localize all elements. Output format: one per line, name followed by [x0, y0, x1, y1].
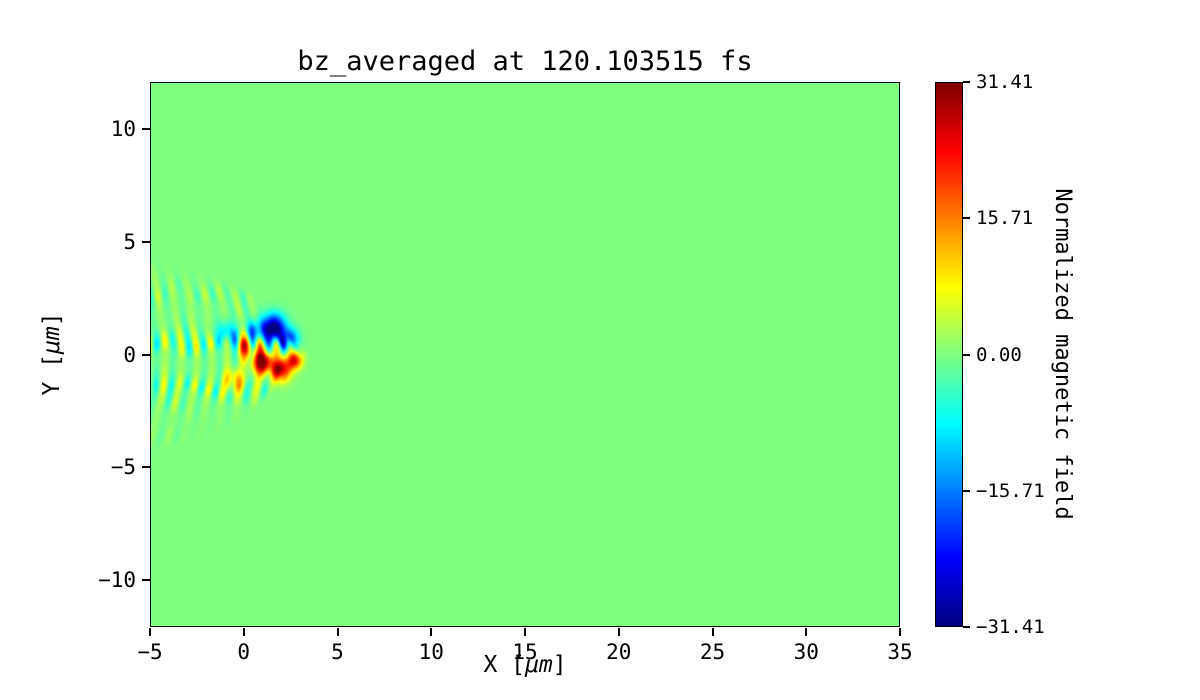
y-axis-label-post: ]: [39, 312, 65, 327]
y-tick-mark: [142, 240, 150, 243]
x-tick-label: 15: [512, 640, 538, 664]
x-axis-label: X [μm]: [150, 652, 900, 678]
colorbar-tick-mark: [963, 81, 970, 83]
x-tick-label: 30: [793, 640, 819, 664]
x-axis-tick-marks: [149, 628, 901, 637]
x-tick-mark: [430, 628, 433, 636]
x-tick-label: 35: [887, 640, 913, 664]
y-tick-mark: [142, 353, 150, 356]
y-tick-label: 5: [123, 229, 136, 254]
y-tick-label: −5: [110, 455, 136, 480]
chart-title: bz_averaged at 120.103515 fs: [297, 46, 753, 77]
x-tick-mark: [617, 628, 620, 636]
x-axis-tick-labels: −5 0 5 10 15 20 25 30 35: [137, 640, 912, 666]
x-tick-label: 25: [699, 640, 726, 664]
y-tick-mark: [142, 128, 150, 131]
y-axis-label-pre: Y [: [39, 354, 65, 396]
x-tick-label: 10: [418, 640, 444, 664]
colorbar: [935, 82, 963, 627]
colorbar-tick-labels: 31.41 15.71 0.00 −15.71 −31.41: [976, 71, 1086, 638]
colorbar-tick-mark: [963, 626, 970, 628]
y-tick-label: −10: [98, 567, 136, 592]
plot-area: [150, 82, 900, 627]
y-tick-label: 10: [110, 117, 136, 142]
y-axis-tick-marks: [141, 82, 150, 627]
x-axis-label-unit: μm: [524, 652, 553, 678]
colorbar-tick-mark: [963, 217, 970, 220]
colorbar-label: Normalized magnetic field: [1050, 188, 1075, 520]
x-tick-mark: [524, 628, 526, 636]
x-tick-mark: [805, 628, 808, 636]
x-tick-label: 0: [237, 640, 251, 664]
x-tick-mark: [336, 628, 339, 636]
colorbar-canvas: [936, 83, 962, 626]
x-tick-mark: [711, 628, 714, 636]
x-tick-mark: [149, 628, 151, 636]
y-tick-label: 0: [123, 342, 136, 367]
colorbar-tick-label: 31.41: [976, 71, 1034, 93]
x-axis-label-post: ]: [552, 652, 567, 678]
heatmap-canvas: [151, 83, 899, 626]
y-axis-label-unit: μm: [39, 326, 65, 355]
colorbar-tick-label: 0.00: [976, 343, 1022, 366]
colorbar-tick-marks: [963, 81, 971, 628]
y-tick-mark: [142, 466, 150, 469]
colorbar-tick-mark: [963, 353, 970, 356]
x-axis-label-pre: X [: [483, 652, 525, 678]
colorbar-tick-label: −15.71: [976, 479, 1045, 502]
colorbar-tick-mark: [963, 489, 970, 492]
x-tick-mark: [242, 628, 245, 636]
colorbar-tick-label: 15.71: [976, 207, 1034, 230]
y-axis-label: Y [μm]: [39, 312, 65, 395]
y-tick-mark: [142, 578, 150, 581]
x-tick-label: 20: [606, 640, 632, 664]
x-tick-label: −5: [137, 640, 163, 664]
x-tick-mark: [899, 628, 901, 636]
colorbar-tick-label: −31.41: [976, 616, 1045, 638]
y-axis-tick-labels: 10 5 0 −5 −10: [50, 82, 136, 627]
x-tick-label: 5: [331, 640, 344, 664]
